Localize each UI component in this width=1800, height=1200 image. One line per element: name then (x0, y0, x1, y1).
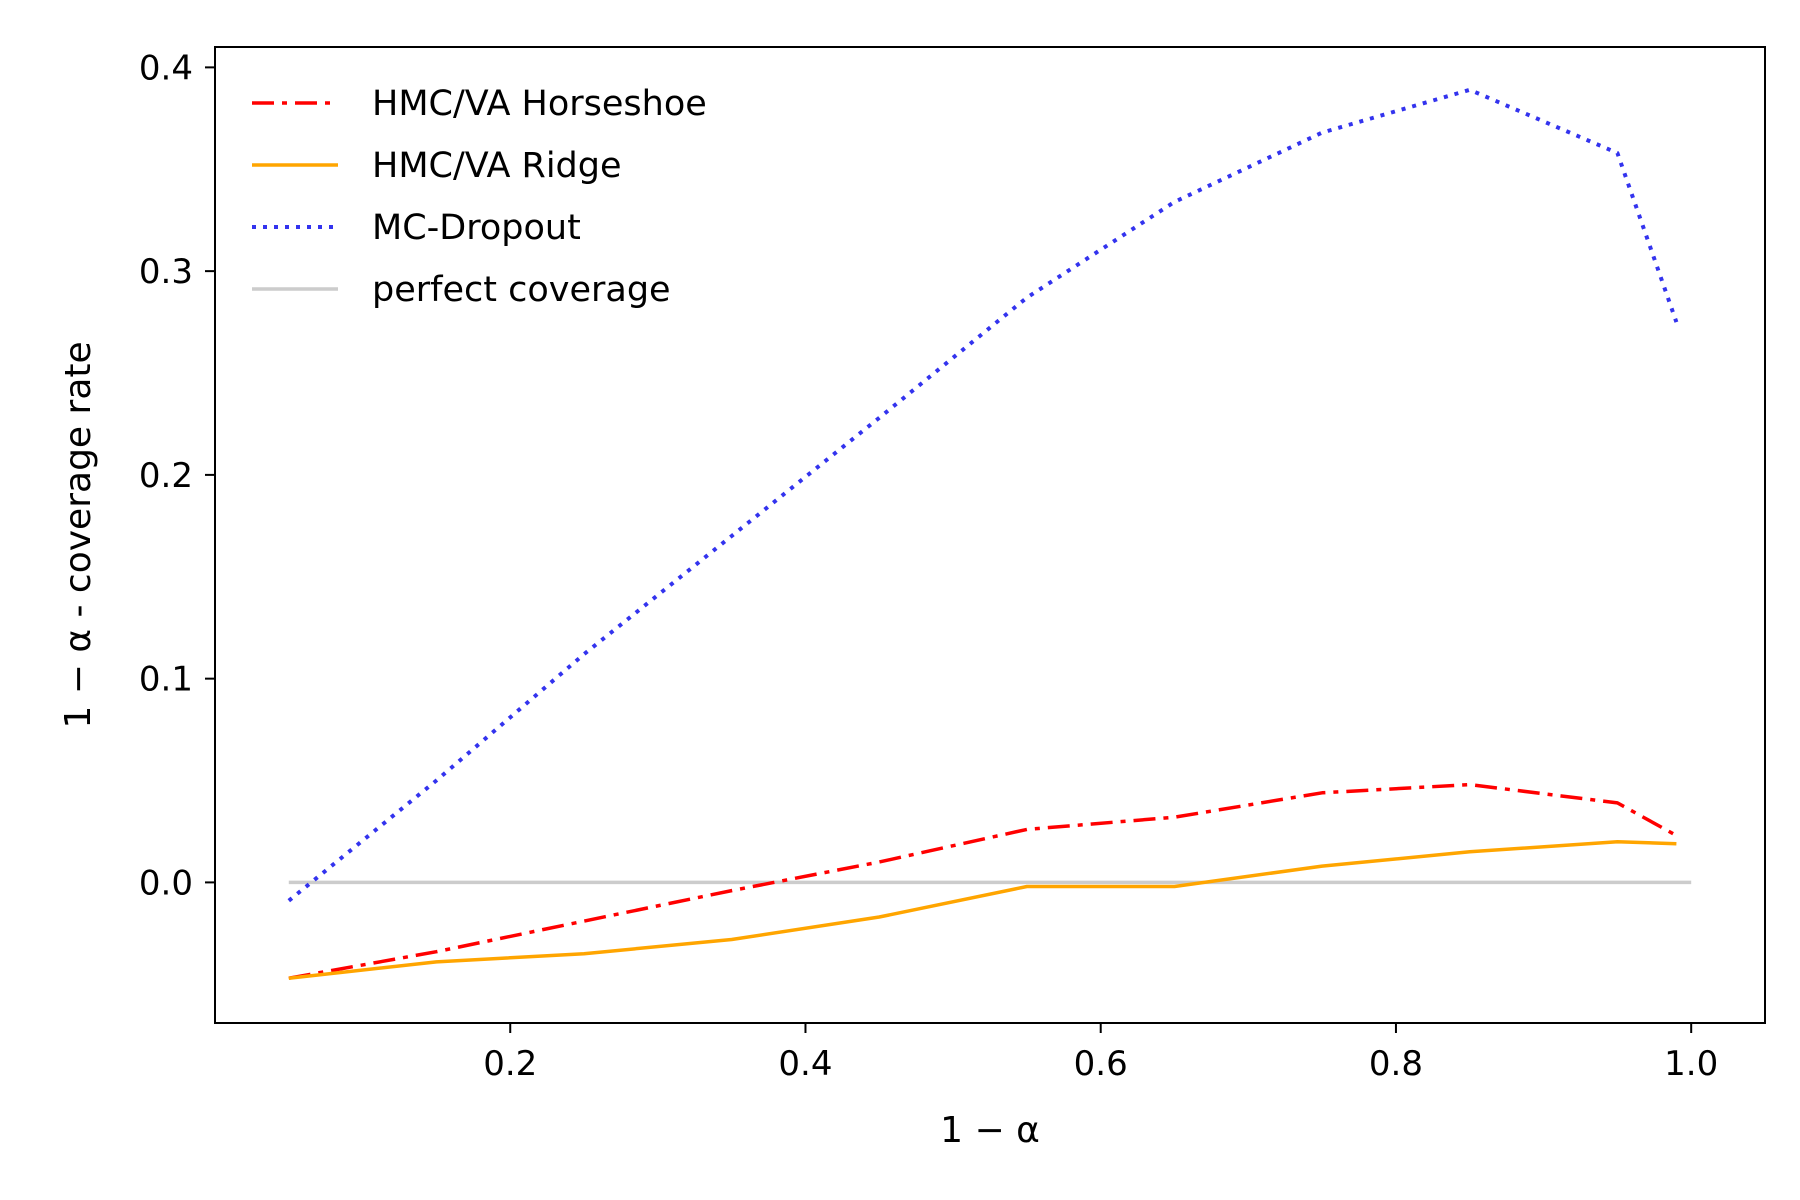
x-tick-label: 0.8 (1369, 1044, 1423, 1084)
series-line-hmc-va-ridge (288, 839, 1677, 980)
y-axis-ticks: 0.0 0.1 0.2 0.3 0.4 (139, 48, 215, 903)
y-axis-label: 1 − α - coverage rate (58, 341, 99, 728)
y-tick-label: 0.3 (139, 252, 193, 292)
x-tick-label: 0.6 (1074, 1044, 1128, 1084)
y-tick-label: 0.0 (139, 863, 193, 903)
legend-label: MC-Dropout (372, 208, 581, 248)
x-axis-label: 1 − α (940, 1110, 1040, 1151)
plot-frame (214, 46, 1766, 1024)
x-tick-label: 0.2 (483, 1044, 537, 1084)
x-tick-label: 0.4 (778, 1044, 832, 1084)
y-tick-label: 0.1 (139, 660, 193, 700)
x-tick-label: 1.0 (1664, 1044, 1718, 1084)
x-axis-ticks: 0.2 0.4 0.6 0.8 1.0 (483, 1023, 1718, 1084)
legend-label: HMC/VA Horseshoe (372, 84, 707, 124)
series-line-mc-dropout (287, 87, 1679, 903)
legend: HMC/VA Horseshoe HMC/VA Ridge MC-Dropout pe… (252, 84, 707, 310)
series-layer (287, 87, 1692, 980)
y-tick-label: 0.4 (139, 48, 193, 88)
series-line-hmc-va-horseshoe (288, 782, 1678, 980)
y-tick-label: 0.2 (139, 456, 193, 496)
legend-label: HMC/VA Ridge (372, 146, 622, 186)
legend-label: perfect coverage (372, 270, 671, 310)
